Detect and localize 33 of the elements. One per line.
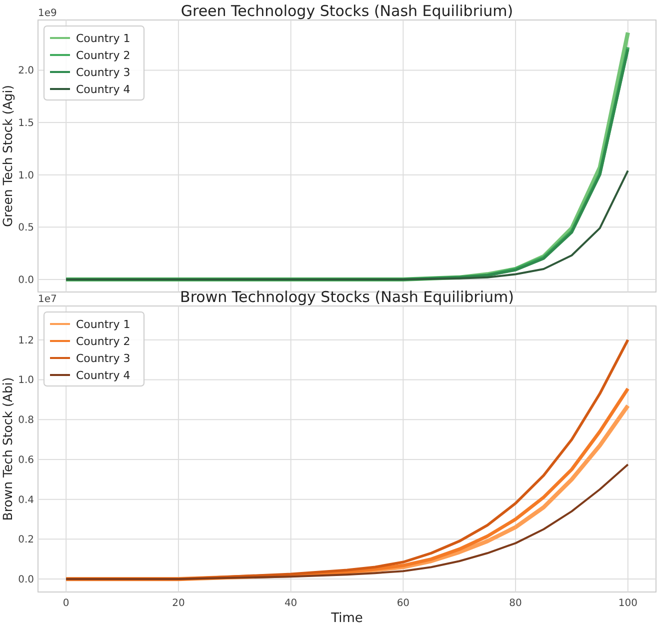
chart-title: Green Technology Stocks (Nash Equilibrium) [180,2,514,20]
x-tick-label: 100 [618,598,638,609]
legend-label: Country 2 [76,334,130,348]
y-tick-label: 1.2 [18,335,34,346]
chart-title: Brown Technology Stocks (Nash Equilibrium) [180,288,514,306]
y-axis-title: Green Tech Stock (Agi) [0,84,15,228]
y-tick-label: 0.8 [18,415,34,426]
x-tick-label: 80 [509,598,522,609]
y-axis-title: Brown Tech Stock (Abi) [0,377,15,521]
y-tick-label: 0.4 [18,494,34,506]
legend-label: Country 3 [76,66,130,79]
x-tick-label: 0 [62,598,70,609]
text: 1e7 [38,294,57,305]
y-tick-label: 2.0 [18,66,34,77]
legend-label: Country 4 [76,82,130,96]
legend-label: Country 4 [76,368,130,382]
text: 1e9 [38,8,57,19]
y-tick-label: 1.0 [18,170,34,182]
y-tick-label: 0.2 [18,534,34,546]
x-axis-title: Time [330,611,363,623]
y-tick-label: 1.0 [18,375,34,386]
legend-label: Country 2 [76,48,130,62]
legend-label: Country 1 [76,32,130,45]
legend-label: Country 3 [76,352,130,365]
y-tick-label: 1.5 [18,118,34,130]
legend-label: Country 1 [76,318,130,331]
x-tick-label: 60 [396,598,410,609]
x-tick-label: 40 [284,598,298,609]
y-tick-label: 0.6 [18,454,34,466]
y-tick-label: 0.5 [18,222,34,234]
x-tick-label: 20 [172,598,185,609]
y-tick-label: 0.0 [18,274,34,286]
y-tick-label: 0.0 [18,574,34,586]
